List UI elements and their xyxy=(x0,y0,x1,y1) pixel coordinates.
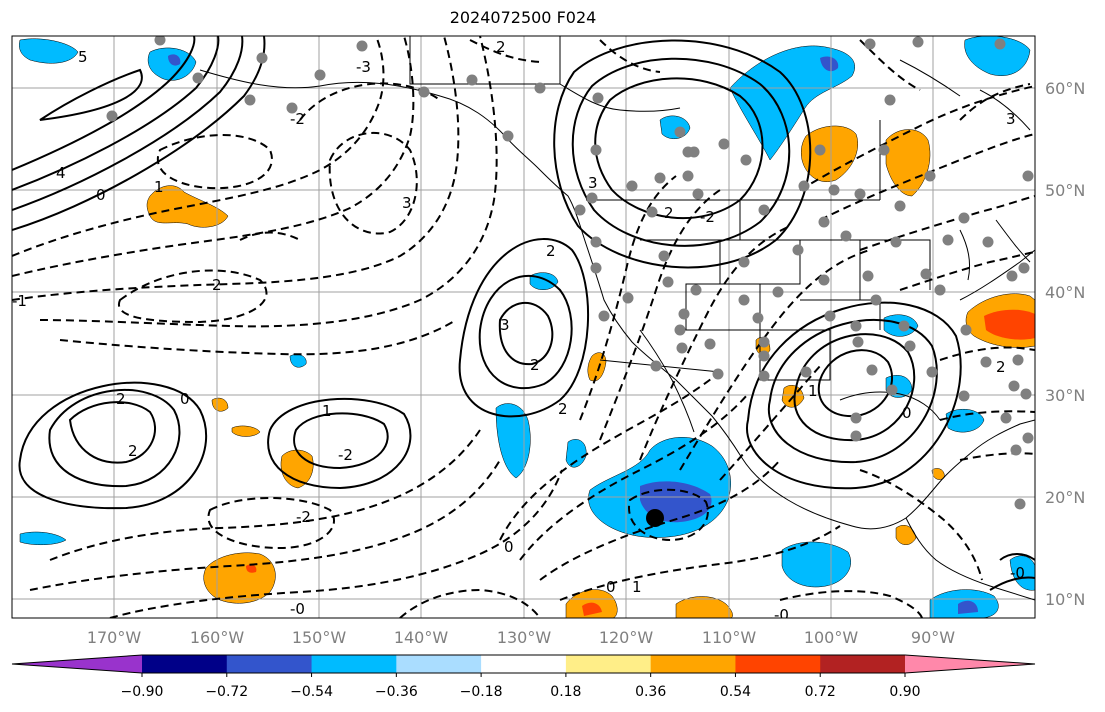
colorbar-bin xyxy=(311,655,397,673)
colorbar-label: −0.54 xyxy=(290,684,333,700)
lon-label-140w: 140°W xyxy=(394,628,449,647)
contour-label: 2 xyxy=(996,358,1006,376)
lon-label-130w: 130°W xyxy=(497,628,552,647)
contour-label: 2 xyxy=(212,276,222,294)
contour-label: 1 xyxy=(632,578,642,596)
contour-label: 4 xyxy=(56,164,66,182)
lon-label-100w: 100°W xyxy=(804,628,859,647)
colorbar-label: −0.18 xyxy=(460,684,503,700)
plot-frame xyxy=(11,35,1036,619)
lat-label-20n: 20°N xyxy=(1045,488,1085,507)
contour-label: 5 xyxy=(78,48,88,66)
contour-label: -1 xyxy=(12,292,27,310)
colorbar-bin xyxy=(650,655,736,673)
contour-label: 3 xyxy=(1006,110,1016,128)
contour-label: 3 xyxy=(402,194,412,212)
colorbar-bin xyxy=(396,655,482,673)
contour-label: -0 xyxy=(290,600,305,618)
lon-label-120w: 120°W xyxy=(599,628,654,647)
colorbar-extend-low xyxy=(12,655,142,673)
colorbar-label: 0.36 xyxy=(635,684,666,700)
contour-label: 2 xyxy=(128,442,138,460)
lon-label-150w: 150°W xyxy=(292,628,347,647)
contour-label: 1 xyxy=(154,178,164,196)
contour-label: 2 xyxy=(116,390,126,408)
contour-label: 0 xyxy=(902,404,912,422)
contour-label: 0 xyxy=(606,578,616,596)
colorbar-label: 0.90 xyxy=(889,684,920,700)
colorbar: −0.90 −0.72 −0.54 −0.36 −0.18 0.18 0.36 0.54 0.7… xyxy=(11,654,1036,700)
contour-label: 2 xyxy=(558,400,568,418)
colorbar-label: 0.54 xyxy=(720,684,751,700)
colorbar-label: 0.72 xyxy=(805,684,836,700)
contour-label: -2 xyxy=(338,446,353,464)
lon-label-170w: 170°W xyxy=(87,628,142,647)
contour-label: -2 xyxy=(700,208,715,226)
contour-label: -0 xyxy=(1010,564,1025,582)
colorbar-label: 0.18 xyxy=(550,684,581,700)
contour-label: 1 xyxy=(808,382,818,400)
graticule xyxy=(12,36,1035,618)
lon-label-110w: 110°W xyxy=(702,628,757,647)
map-title: 2024072500 F024 xyxy=(449,8,597,27)
lat-label-30n: 30°N xyxy=(1045,386,1085,405)
contour-label: 2 xyxy=(546,242,556,260)
contour-label: -2 xyxy=(296,508,311,526)
lat-label-10n: 10°N xyxy=(1045,590,1085,609)
contour-label: -3 xyxy=(356,58,371,76)
colorbar-bin xyxy=(565,655,652,673)
longitude-labels: 170°W 160°W 150°W 140°W 130°W 120°W 110°… xyxy=(87,628,955,647)
lon-label-90w: 90°W xyxy=(911,628,955,647)
colorbar-bin xyxy=(481,655,567,673)
colorbar-bin xyxy=(226,655,313,673)
colorbar-bin xyxy=(142,655,228,673)
colorbar-extend-high xyxy=(905,655,1035,673)
contour-label: 2 xyxy=(530,356,540,374)
lat-label-60n: 60°N xyxy=(1045,79,1085,98)
colorbar-label: −0.72 xyxy=(205,684,248,700)
station-dots xyxy=(106,36,1034,510)
contour-label: 2 xyxy=(496,38,506,56)
contour-labels: 5 4 3 2 1 0 -0 -1 -2 -3 2 3 2 2 1 -2 0 2… xyxy=(12,38,1025,624)
colorbar-label: −0.36 xyxy=(375,684,418,700)
contour-label: 2 xyxy=(664,204,674,222)
contour-label: 1 xyxy=(322,402,332,420)
contour-label: 3 xyxy=(588,174,598,192)
lon-label-160w: 160°W xyxy=(190,628,245,647)
contour-label: -0 xyxy=(774,606,789,624)
contour-label: 3 xyxy=(500,316,510,334)
contour-label: 0 xyxy=(96,186,106,204)
coastlines xyxy=(199,36,1035,601)
colorbar-bin xyxy=(735,655,821,673)
map-content: 5 4 3 2 1 0 -0 -1 -2 -3 2 3 2 2 1 -2 0 2… xyxy=(12,36,1035,624)
latitude-labels: 60°N 50°N 40°N 30°N 20°N 10°N xyxy=(1045,79,1085,609)
colorbar-label: −0.90 xyxy=(121,684,164,700)
contour-label: 0 xyxy=(180,390,190,408)
colorbar-bin xyxy=(820,655,906,673)
contour-label: -2 xyxy=(290,110,305,128)
position-marker xyxy=(646,509,664,527)
contour-label: 0 xyxy=(504,538,514,556)
lat-label-50n: 50°N xyxy=(1045,181,1085,200)
lat-label-40n: 40°N xyxy=(1045,283,1085,302)
